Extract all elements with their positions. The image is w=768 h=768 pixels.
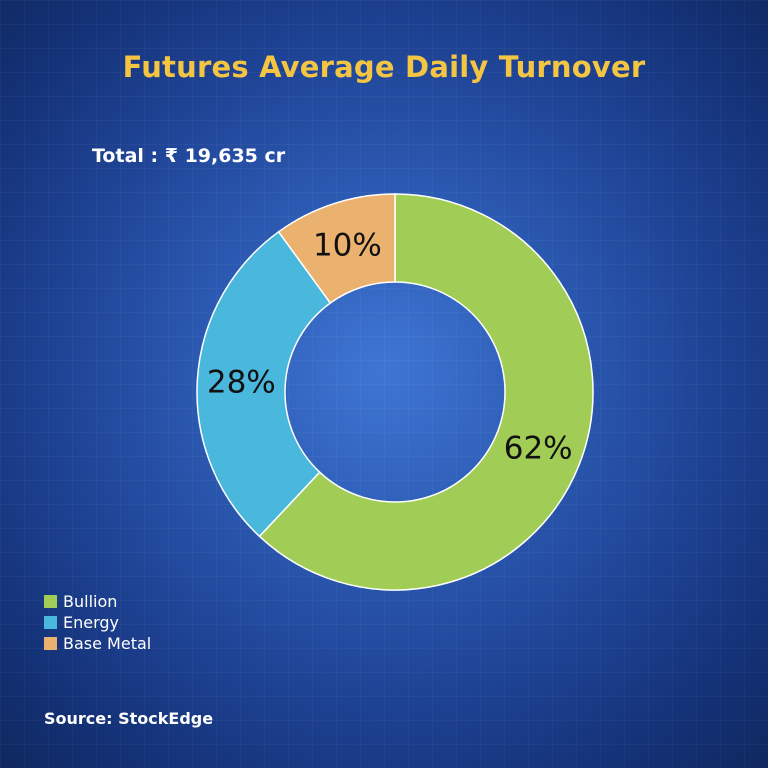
legend-swatch-base-metal xyxy=(44,637,57,650)
slice-energy xyxy=(196,230,332,538)
chart-legend: Bullion Energy Base Metal xyxy=(44,591,151,654)
slice-labels: 62% 28% 10% xyxy=(207,228,573,467)
legend-label-bullion: Bullion xyxy=(63,592,118,611)
legend-swatch-energy xyxy=(44,616,57,629)
legend-label-energy: Energy xyxy=(63,613,120,632)
chart-title: Futures Average Daily Turnover xyxy=(122,50,646,84)
source-note: Source: StockEdge xyxy=(44,709,214,728)
slice-label-bullion: 62% xyxy=(504,431,573,467)
legend-item-energy: Energy xyxy=(44,612,151,633)
total-turnover: Total : ₹ 19,635 cr xyxy=(92,145,286,167)
legend-item-base-metal: Base Metal xyxy=(44,633,151,654)
slice-base-metal xyxy=(277,193,396,305)
legend-label-base-metal: Base Metal xyxy=(63,634,152,653)
legend-item-bullion: Bullion xyxy=(44,591,151,612)
slice-label-energy: 28% xyxy=(207,364,276,400)
donut-slices xyxy=(196,193,594,591)
slice-bullion xyxy=(258,193,594,591)
legend-swatch-bullion xyxy=(44,595,57,608)
slice-label-base-metal: 10% xyxy=(313,228,382,264)
